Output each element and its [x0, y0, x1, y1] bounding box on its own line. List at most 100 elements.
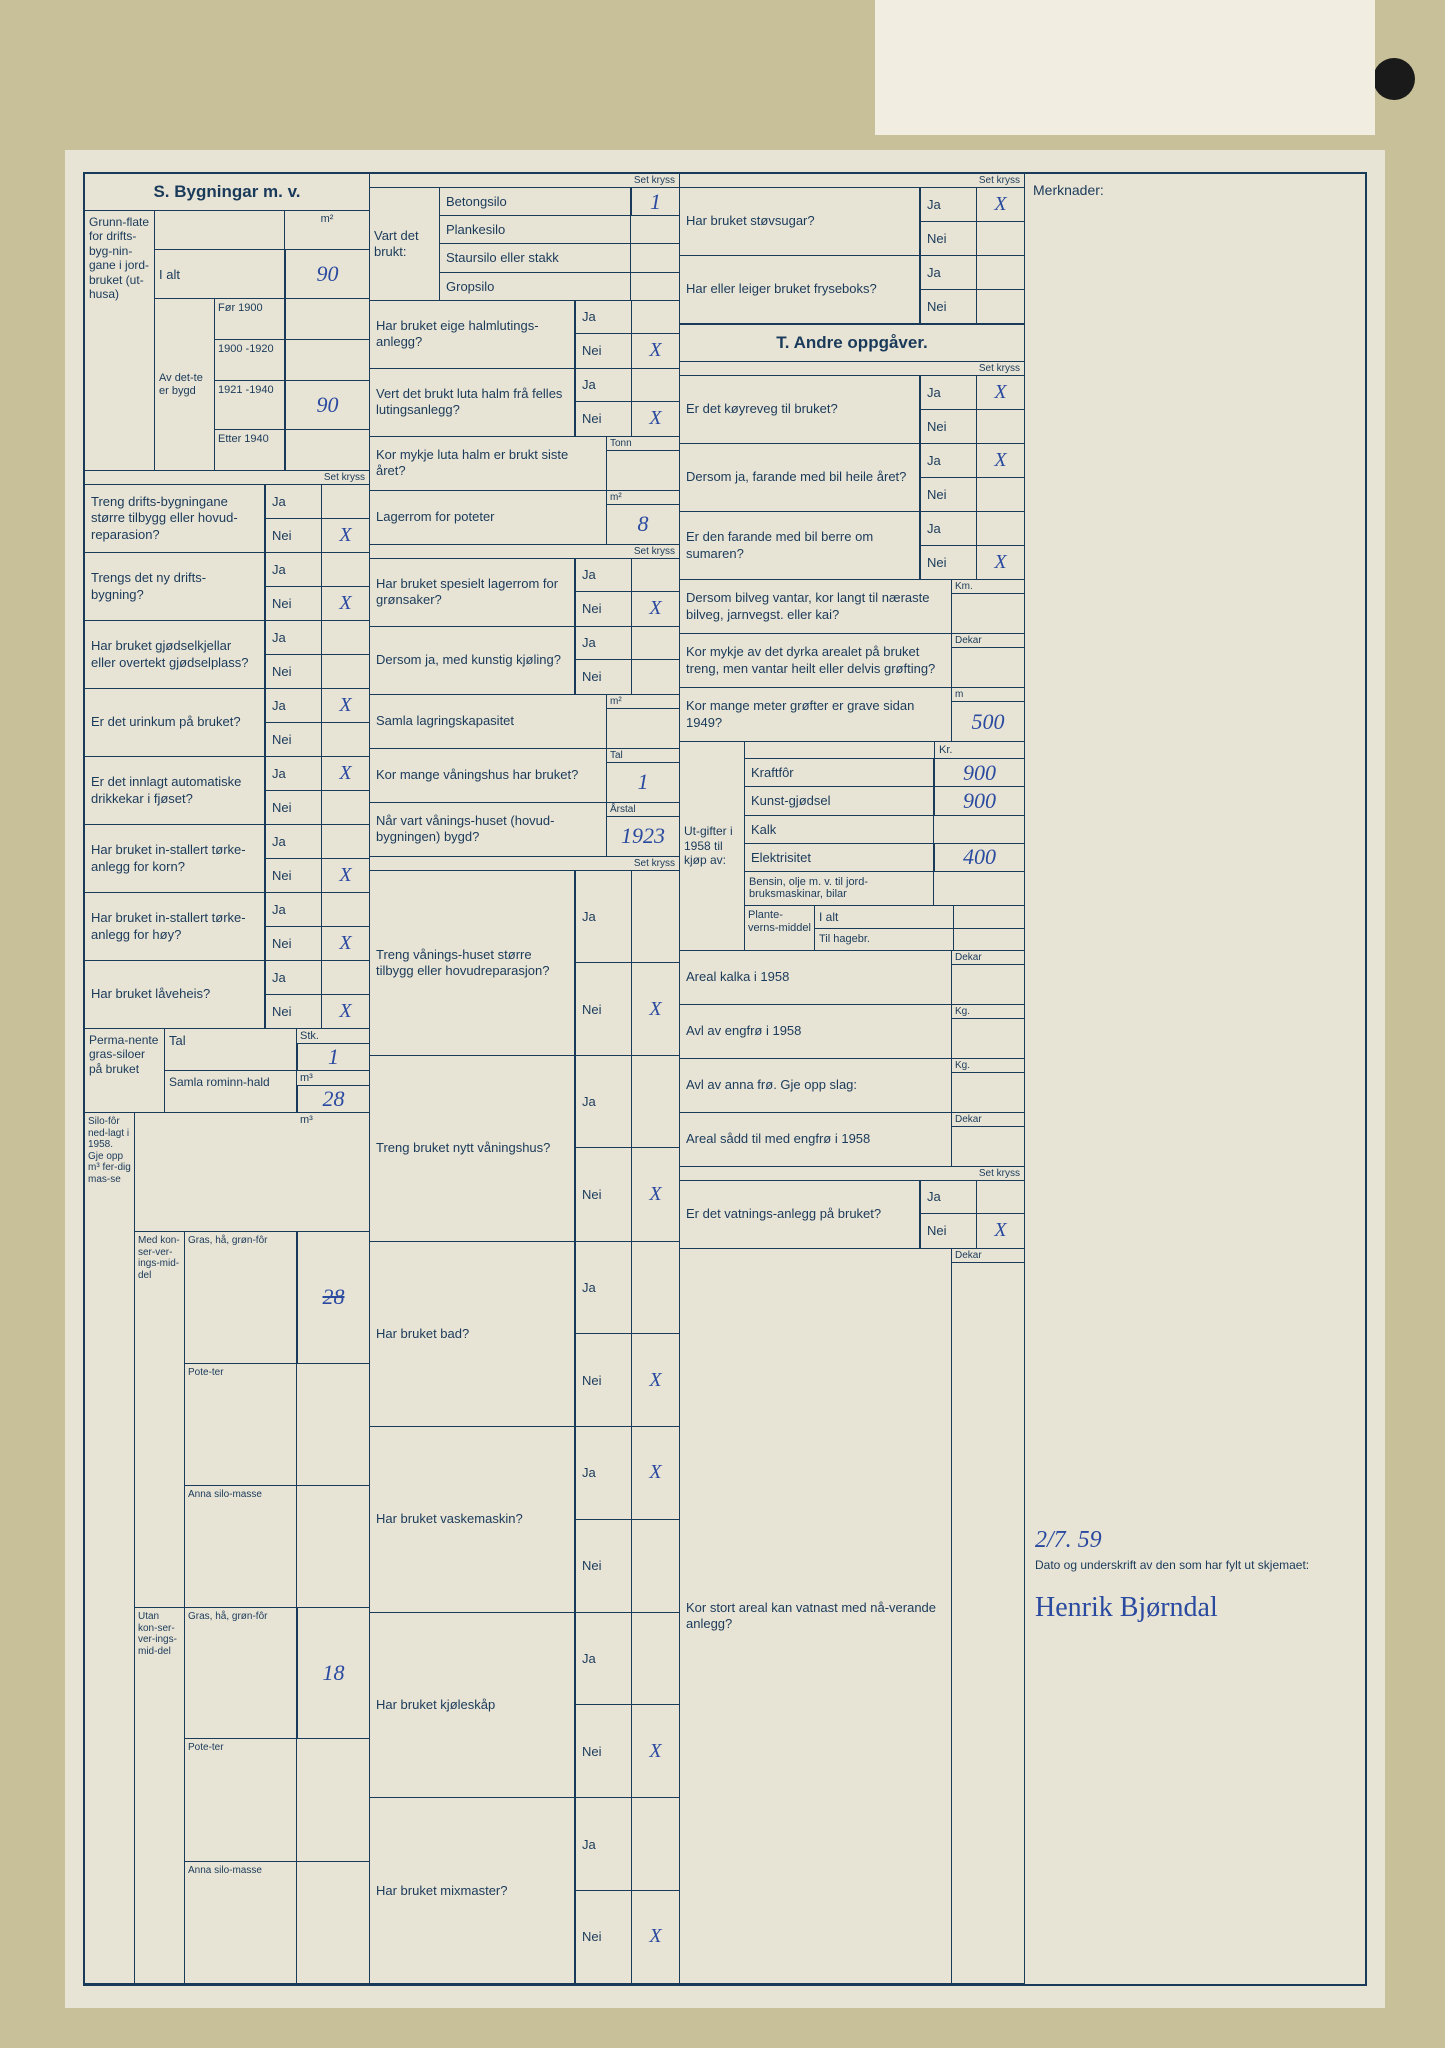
- avl-engfro-q: Avl av engfrø i 1958: [680, 1005, 952, 1058]
- question-text: Har bruket kjøleskåp: [370, 1613, 575, 1798]
- question-text: Har bruket støvsugar?: [680, 188, 920, 255]
- period-3-val: [285, 430, 369, 470]
- utg-1-label: Kunst-gjødsel: [745, 787, 934, 816]
- utan-item-1: Pote-ter: [185, 1739, 297, 1861]
- form-page: S. Bygningar m. v. Grunn-flate for drift…: [65, 150, 1385, 2008]
- question-row: Har bruket bad? Ja Nei X: [370, 1242, 679, 1428]
- nei-label: Nei: [921, 478, 976, 512]
- nei-mark: X: [339, 864, 351, 887]
- period-3-label: Etter 1940: [215, 430, 285, 470]
- ja-label: Ja: [576, 1242, 631, 1334]
- vatnast-row: Kor stort areal kan vatnast med nå-veran…: [680, 1249, 1024, 1984]
- ja-mark: X: [994, 449, 1006, 472]
- nei-label: Nei: [576, 660, 631, 694]
- question-row: Treng drifts-bygningane større tilbygg e…: [85, 485, 369, 553]
- col2-questions-2: Har bruket spesielt lagerrom for grønsak…: [370, 559, 679, 695]
- bygd-ar-val: 1923: [607, 817, 679, 856]
- i-alt-value: 90: [285, 250, 369, 299]
- question-text: Dersom ja, med kunstig kjøling?: [370, 627, 575, 694]
- rom-val: 28: [297, 1086, 369, 1112]
- question-text: Har eller leiger bruket fryseboks?: [680, 256, 920, 323]
- utg-2-label: Kalk: [745, 816, 934, 844]
- question-text: Er den farande med bil berre om sumaren?: [680, 512, 920, 579]
- tal-val: 1: [297, 1044, 369, 1070]
- rom-unit: m³: [297, 1071, 369, 1086]
- nei-label: Nei: [266, 587, 321, 621]
- period-1-val: [285, 340, 369, 381]
- column-3: Set kryss Har bruket støvsugar? Ja Nei X…: [680, 174, 1025, 1984]
- vb-3-label: Gropsilo: [440, 273, 631, 300]
- grofter-m-q: Kor mange meter grøfter er grave sidan 1…: [680, 688, 952, 741]
- question-row: Vert det brukt luta halm frå felles luti…: [370, 369, 679, 437]
- period-1-label: 1900 -1920: [215, 340, 285, 381]
- plante-i-alt: I alt: [815, 906, 954, 929]
- vatning-nei-x: X: [994, 1219, 1006, 1242]
- question-text: Har bruket gjødselkjellar eller overtekt…: [85, 621, 265, 688]
- grofting-unit: Dekar: [952, 634, 1024, 648]
- col3-questions-top: Har bruket støvsugar? Ja Nei X Har eller…: [680, 188, 1024, 324]
- question-row: Dersom ja, med kunstig kjøling? Ja Nei: [370, 627, 679, 695]
- utg-3-val: 400: [934, 844, 1024, 872]
- question-text: Dersom ja, farande med bil heile året?: [680, 444, 920, 511]
- ja-label: Ja: [921, 256, 976, 290]
- med-item-0: Gras, hå, grøn-fôr: [185, 1232, 297, 1363]
- ja-label: Ja: [266, 825, 321, 859]
- col2-questions-3: Treng vånings-huset større tilbygg eller…: [370, 871, 679, 1984]
- nei-mark: X: [649, 339, 661, 362]
- question-row: Har bruket in-stallert tørke-anlegg for …: [85, 825, 369, 893]
- question-text: Har bruket mixmaster?: [370, 1798, 575, 1983]
- lagerrom-val: 8: [607, 505, 679, 544]
- ja-mark: X: [339, 762, 351, 785]
- nei-mark: X: [649, 407, 661, 430]
- grunnflate-block: Grunn-flate for drifts-byg-nin-gane i jo…: [85, 211, 369, 471]
- silofor-label: Silo-fôr ned-lagt i 1958. Gje opp m³ fer…: [85, 1113, 135, 1983]
- nei-label: Nei: [576, 592, 631, 626]
- nei-label: Nei: [576, 402, 631, 436]
- bilveg-km-row: Dersom bilveg vantar, kor langt til næra…: [680, 580, 1024, 634]
- utg-0-val: 900: [934, 759, 1024, 787]
- nei-mark: X: [649, 998, 661, 1021]
- lagerrom-q: Lagerrom for poteter: [370, 491, 607, 544]
- ja-label: Ja: [576, 1613, 631, 1705]
- nei-label: Nei: [921, 290, 976, 324]
- utgifter-unit: Kr.: [934, 742, 1024, 759]
- period-2-label: 1921 -1940: [215, 381, 285, 430]
- siloer-label: Perma-nente gras-siloer på bruket: [85, 1029, 165, 1112]
- question-row: Trengs det ny drifts-bygning? Ja Nei X: [85, 553, 369, 621]
- period-0-label: Før 1900: [215, 299, 285, 340]
- set-kryss-1: Set kryss: [317, 472, 365, 483]
- period-0-val: [285, 299, 369, 340]
- bygd-ar-q: Når vart vånings-huset (hovud-bygningen)…: [370, 803, 607, 856]
- question-row: Har bruket gjødselkjellar eller overtekt…: [85, 621, 369, 689]
- grofting-q: Kor mykje av det dyrka arealet på bruket…: [680, 634, 952, 687]
- ja-mark: X: [649, 1461, 661, 1484]
- nei-label: Nei: [921, 410, 976, 444]
- column-1: S. Bygningar m. v. Grunn-flate for drift…: [85, 174, 370, 1984]
- ja-label: Ja: [576, 1798, 631, 1890]
- nei-label: Nei: [266, 519, 321, 553]
- question-row: Dersom ja, farande med bil heile året? J…: [680, 444, 1024, 512]
- avl-engfro-unit: Kg.: [952, 1005, 1024, 1019]
- nei-label: Nei: [576, 1705, 631, 1797]
- col1-questions: Treng drifts-bygningane større tilbygg e…: [85, 485, 369, 1029]
- med-val-0: 28: [297, 1232, 369, 1363]
- nei-label: Nei: [921, 546, 976, 580]
- nei-label: Nei: [266, 791, 321, 825]
- ja-mark: X: [339, 694, 351, 717]
- question-text: Har bruket vaskemaskin?: [370, 1427, 575, 1612]
- nei-label: Nei: [266, 927, 321, 961]
- vb-1-label: Plankesilo: [440, 216, 631, 244]
- utg-1-val: 900: [934, 787, 1024, 816]
- question-text: Har bruket spesielt lagerrom for grønsak…: [370, 559, 575, 626]
- nei-label: Nei: [266, 995, 321, 1029]
- nei-label: Nei: [576, 1148, 631, 1240]
- avl-anna-unit: Kg.: [952, 1059, 1024, 1073]
- nei-label: Nei: [576, 1334, 631, 1426]
- areal-kalka-unit: Dekar: [952, 951, 1024, 965]
- lagring-row: Samla lagringskapasitet m²: [370, 695, 679, 749]
- question-row: Har bruket eige halmlutings-anlegg? Ja N…: [370, 301, 679, 369]
- rom-label: Samla rominn-hald: [165, 1071, 297, 1112]
- vatning-q: Er det vatnings-anlegg på bruket?: [680, 1181, 920, 1248]
- question-row: Treng bruket nytt våningshus? Ja Nei X: [370, 1056, 679, 1242]
- vaningshus-unit: Tal: [607, 749, 679, 763]
